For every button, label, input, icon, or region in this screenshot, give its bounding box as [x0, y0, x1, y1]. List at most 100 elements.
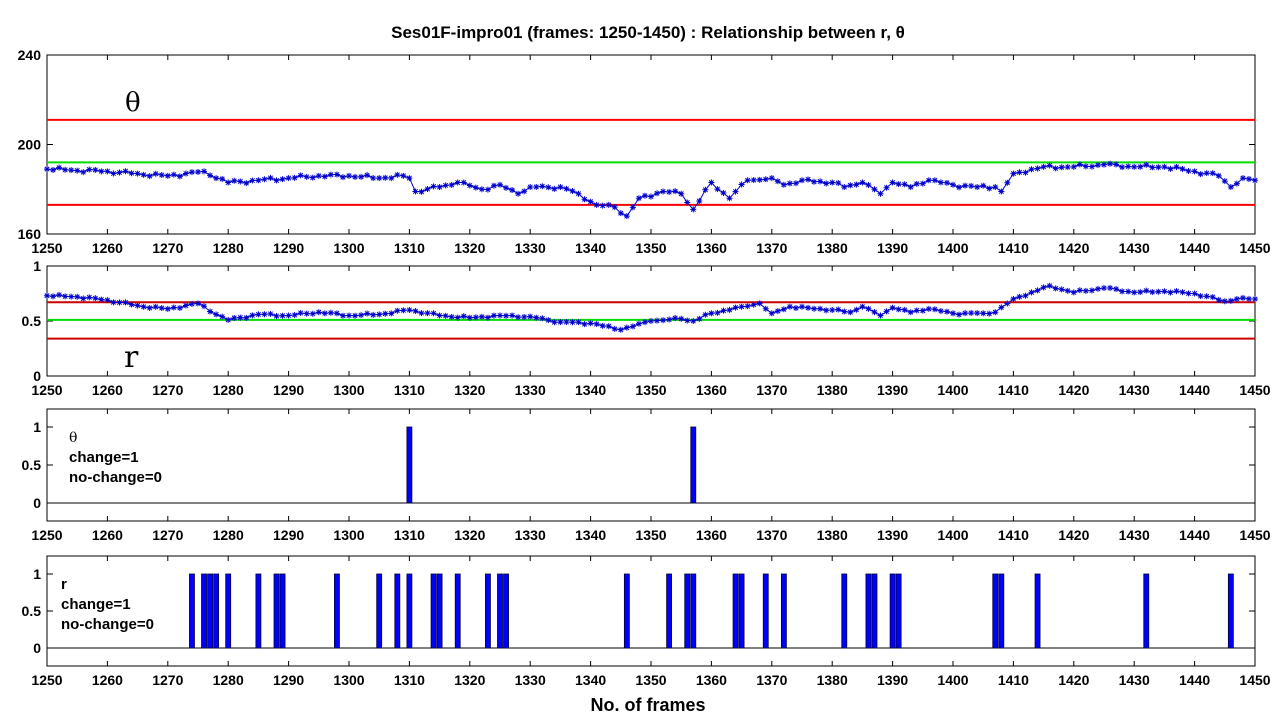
- data-point: [575, 190, 582, 197]
- x-tick-label: 1390: [877, 527, 908, 543]
- data-point: [255, 311, 262, 318]
- data-point: [750, 177, 757, 184]
- data-point: [1167, 289, 1174, 296]
- data-point: [50, 293, 57, 300]
- data-point: [50, 166, 57, 173]
- data-point: [1131, 289, 1138, 296]
- data-point: [847, 182, 854, 189]
- data-point: [140, 303, 147, 310]
- data-point: [1161, 163, 1168, 170]
- x-tick-label: 1320: [454, 527, 485, 543]
- data-point: [919, 180, 926, 187]
- data-point: [1161, 288, 1168, 295]
- data-point: [835, 306, 842, 313]
- x-tick-label: 1260: [92, 382, 123, 398]
- data-point: [654, 317, 661, 324]
- change-bar: [762, 573, 769, 649]
- data-point: [883, 308, 890, 315]
- data-point: [835, 179, 842, 186]
- data-point: [1215, 296, 1222, 303]
- change-bar: [738, 573, 745, 649]
- data-point: [732, 188, 739, 195]
- data-point: [1203, 293, 1210, 300]
- data-point: [648, 318, 654, 324]
- data-point: [599, 202, 606, 209]
- data-point: [364, 172, 371, 179]
- panel-4: 1250 1260 1270 1280 1290 1300 1310 1320 1330 1340…: [22, 555, 1271, 688]
- data-point: [641, 192, 648, 199]
- change-bar: [841, 573, 848, 649]
- change-bar: [207, 573, 213, 649]
- data-point: [702, 311, 709, 318]
- x-tick-label: 1260: [92, 240, 123, 256]
- data-point: [1070, 163, 1077, 170]
- data-point: [950, 310, 956, 317]
- x-tick-label: 1270: [152, 672, 183, 688]
- data-point: [792, 180, 799, 187]
- data-point: [436, 312, 443, 319]
- data-point: [110, 299, 117, 306]
- data-point: [460, 179, 467, 186]
- x-tick-label: 1390: [877, 382, 908, 398]
- data-point: [279, 312, 286, 319]
- change-bar: [201, 573, 207, 649]
- data-point: [188, 300, 195, 307]
- data-point: [708, 179, 715, 186]
- data-point: [1221, 178, 1228, 185]
- data-point: [684, 199, 691, 206]
- data-point: [660, 188, 667, 195]
- data-point: [442, 182, 449, 189]
- data-point: [907, 309, 914, 316]
- data-point: [74, 167, 81, 174]
- panel-3: 1250 1260 1270 1280 1290 1300 1310 1320 1330 1340…: [22, 408, 1271, 543]
- data-point: [823, 307, 830, 314]
- change-bar: [992, 573, 999, 649]
- data-point: [297, 172, 304, 179]
- data-point: [219, 313, 226, 320]
- x-tick-label: 1400: [937, 382, 968, 398]
- data-point: [853, 306, 860, 313]
- data-point: [128, 301, 135, 308]
- data-point: [702, 186, 709, 193]
- data-point: [1004, 300, 1011, 307]
- data-point: [1016, 293, 1023, 300]
- x-tick-label: 1370: [756, 672, 787, 688]
- legend-line: change=1: [69, 449, 139, 466]
- data-point: [690, 318, 697, 324]
- data-point: [950, 181, 956, 188]
- data-point: [1046, 282, 1053, 289]
- data-point: [68, 167, 75, 174]
- data-point: [696, 315, 703, 322]
- x-tick-label: 1450: [1239, 527, 1270, 543]
- data-point: [249, 312, 256, 319]
- data-point: [533, 183, 540, 190]
- data-point: [339, 174, 346, 181]
- data-point: [116, 299, 123, 306]
- data-point: [261, 176, 268, 183]
- data-point: [666, 188, 673, 195]
- data-point: [74, 293, 81, 300]
- x-tick-label: 1300: [333, 672, 364, 688]
- data-point: [188, 169, 195, 176]
- y-tick-label: 0: [33, 368, 41, 384]
- data-point: [1239, 294, 1246, 301]
- data-point: [1094, 162, 1101, 169]
- x-tick-label: 1410: [998, 382, 1029, 398]
- data-point: [545, 184, 552, 191]
- data-point: [80, 295, 87, 302]
- data-point: [1245, 175, 1252, 182]
- y-tick-label: 1: [33, 419, 41, 435]
- data-point: [648, 193, 654, 200]
- data-point: [394, 171, 401, 178]
- data-point: [1185, 168, 1192, 175]
- data-point: [551, 185, 558, 192]
- data-point: [1125, 163, 1132, 170]
- data-point: [201, 168, 208, 175]
- data-point: [1155, 164, 1162, 171]
- data-point: [62, 166, 69, 173]
- data-point: [1227, 297, 1234, 304]
- data-point: [907, 184, 914, 191]
- data-point: [678, 315, 685, 322]
- x-tick-label: 1420: [1058, 240, 1089, 256]
- data-point: [744, 177, 751, 184]
